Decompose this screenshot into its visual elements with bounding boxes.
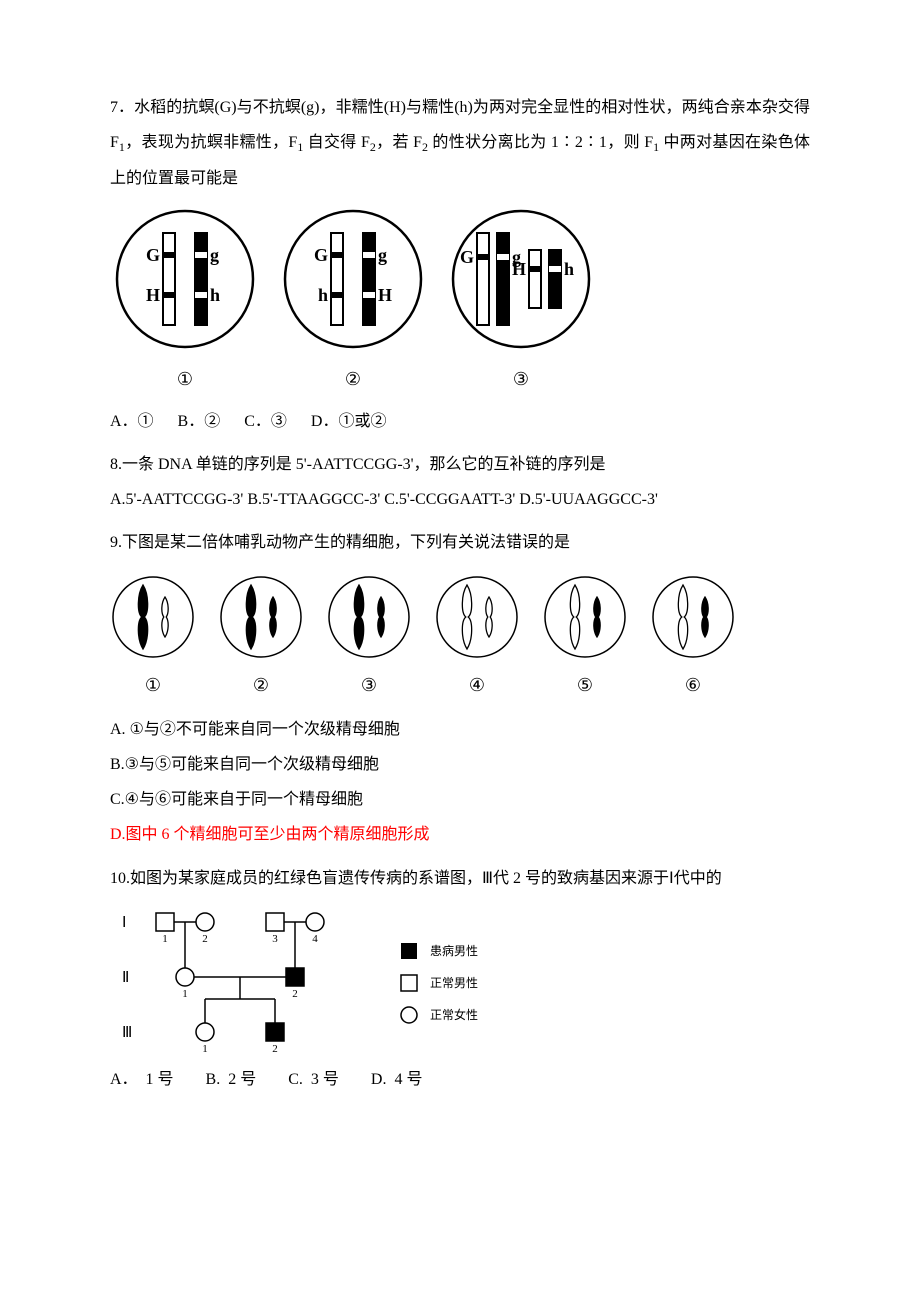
svg-text:4: 4 bbox=[312, 933, 318, 945]
q10-pedigree: Ⅰ 1 2 3 4 Ⅱ 1 2 Ⅲ 1 2 患病男性 正常男性 正常女性 bbox=[110, 902, 810, 1062]
svg-text:H: H bbox=[512, 259, 526, 279]
q9-number: 9. bbox=[110, 534, 122, 551]
q7-diagram-2: Gh gH ② bbox=[278, 204, 428, 400]
q7-diagram-3: GgHh③ bbox=[446, 204, 596, 400]
q10-text: 10.如图为某家庭成员的红绿色盲遗传传病的系谱图，Ⅲ代 2 号的致病基因来源于Ⅰ… bbox=[110, 861, 810, 896]
svg-text:1: 1 bbox=[202, 1043, 208, 1055]
q9-sperm-row: ① ② ③ ④ ⑤ ⑥ bbox=[110, 574, 810, 706]
svg-text:g: g bbox=[210, 245, 219, 265]
q7-text: 7．水稻的抗螟(G)与不抗螟(g)，非糯性(H)与糯性(h)为两对完全显性的相对… bbox=[110, 90, 810, 196]
svg-text:h: h bbox=[210, 285, 220, 305]
q9-optA: A. ①与②不可能来自同一个次级精母细胞 bbox=[110, 712, 810, 747]
q7-diagram-label: ① bbox=[177, 360, 193, 400]
q7-diagram-label: ② bbox=[345, 360, 361, 400]
q9-optC: C.④与⑥可能来自于同一个精母细胞 bbox=[110, 782, 810, 817]
sperm-cell-2: ② bbox=[218, 574, 304, 706]
svg-text:G: G bbox=[314, 245, 328, 265]
q7-options: A．① B．② C．③ D．①或② bbox=[110, 404, 810, 439]
q10-number: 10. bbox=[110, 870, 130, 887]
sperm-label: ⑥ bbox=[685, 666, 701, 706]
legend-normal-male: 正常男性 bbox=[400, 974, 478, 992]
svg-text:Ⅰ: Ⅰ bbox=[122, 915, 126, 931]
svg-text:Ⅲ: Ⅲ bbox=[122, 1025, 132, 1041]
q9-text: 9.下图是某二倍体哺乳动物产生的精细胞，下列有关说法错误的是 bbox=[110, 525, 810, 560]
sperm-cell-6: ⑥ bbox=[650, 574, 736, 706]
question-10: 10.如图为某家庭成员的红绿色盲遗传传病的系谱图，Ⅲ代 2 号的致病基因来源于Ⅰ… bbox=[110, 861, 810, 1097]
svg-text:2: 2 bbox=[202, 933, 208, 945]
q7-t4: ，若 F bbox=[376, 134, 422, 151]
q10-body: 如图为某家庭成员的红绿色盲遗传传病的系谱图，Ⅲ代 2 号的致病基因来源于Ⅰ代中的 bbox=[130, 870, 722, 887]
legend-normal-female-label: 正常女性 bbox=[430, 1009, 478, 1021]
svg-text:G: G bbox=[146, 245, 160, 265]
q7-t5: 的性状分离比为 1∶2∶1，则 F bbox=[428, 134, 653, 151]
svg-text:H: H bbox=[378, 285, 392, 305]
sperm-cell-1: ① bbox=[110, 574, 196, 706]
q7-diagram-label: ③ bbox=[513, 360, 529, 400]
question-7: 7．水稻的抗螟(G)与不抗螟(g)，非糯性(H)与糯性(h)为两对完全显性的相对… bbox=[110, 90, 810, 439]
svg-text:Ⅱ: Ⅱ bbox=[122, 970, 129, 986]
svg-text:h: h bbox=[564, 259, 574, 279]
q8-options: A.5'-AATTCCGG-3' B.5'-TTAAGGCC-3' C.5'-C… bbox=[110, 482, 810, 517]
svg-text:1: 1 bbox=[182, 988, 188, 1000]
sperm-label: ② bbox=[253, 666, 269, 706]
svg-text:G: G bbox=[460, 247, 474, 267]
svg-text:3: 3 bbox=[272, 933, 278, 945]
legend-affected-male-label: 患病男性 bbox=[430, 945, 478, 957]
q9-optD: D.图中 6 个精细胞可至少由两个精原细胞形成 bbox=[110, 817, 810, 852]
pedigree-svg: Ⅰ 1 2 3 4 Ⅱ 1 2 Ⅲ 1 2 bbox=[110, 902, 390, 1062]
pedigree-legend: 患病男性 正常男性 正常女性 bbox=[400, 942, 478, 1038]
q8-number: 8. bbox=[110, 456, 122, 473]
q7-t2: ，表现为抗螟非糯性，F bbox=[125, 134, 297, 151]
legend-affected-male: 患病男性 bbox=[400, 942, 478, 960]
q9-optB: B.③与⑤可能来自同一个次级精母细胞 bbox=[110, 747, 810, 782]
svg-text:1: 1 bbox=[162, 933, 168, 945]
q7-number: 7． bbox=[110, 99, 134, 116]
sperm-cell-5: ⑤ bbox=[542, 574, 628, 706]
sperm-label: ③ bbox=[361, 666, 377, 706]
sperm-label: ④ bbox=[469, 666, 485, 706]
q10-options: A． 1 号 B. 2 号 C. 3 号 D. 4 号 bbox=[110, 1062, 810, 1097]
svg-text:h: h bbox=[318, 285, 328, 305]
q7-t3: 自交得 F bbox=[303, 134, 370, 151]
sperm-cell-4: ④ bbox=[434, 574, 520, 706]
q7-diagram-1: GHgh ① bbox=[110, 204, 260, 400]
svg-text:H: H bbox=[146, 285, 160, 305]
sperm-cell-3: ③ bbox=[326, 574, 412, 706]
q8-text: 8.一条 DNA 单链的序列是 5'-AATTCCGG-3'，那么它的互补链的序… bbox=[110, 447, 810, 482]
q7-diagrams: GHgh①GhgH②GgHh③ bbox=[110, 204, 810, 400]
legend-normal-male-label: 正常男性 bbox=[430, 977, 478, 989]
sperm-label: ① bbox=[145, 666, 161, 706]
svg-text:g: g bbox=[378, 245, 387, 265]
question-8: 8.一条 DNA 单链的序列是 5'-AATTCCGG-3'，那么它的互补链的序… bbox=[110, 447, 810, 517]
svg-text:2: 2 bbox=[292, 988, 298, 1000]
q8-body: 一条 DNA 单链的序列是 5'-AATTCCGG-3'，那么它的互补链的序列是 bbox=[122, 456, 606, 473]
q9-body: 下图是某二倍体哺乳动物产生的精细胞，下列有关说法错误的是 bbox=[122, 534, 570, 551]
legend-normal-female: 正常女性 bbox=[400, 1006, 478, 1024]
sperm-label: ⑤ bbox=[577, 666, 593, 706]
question-9: 9.下图是某二倍体哺乳动物产生的精细胞，下列有关说法错误的是 ① ② ③ ④ ⑤ ⑥ A.… bbox=[110, 525, 810, 853]
svg-text:2: 2 bbox=[272, 1043, 278, 1055]
